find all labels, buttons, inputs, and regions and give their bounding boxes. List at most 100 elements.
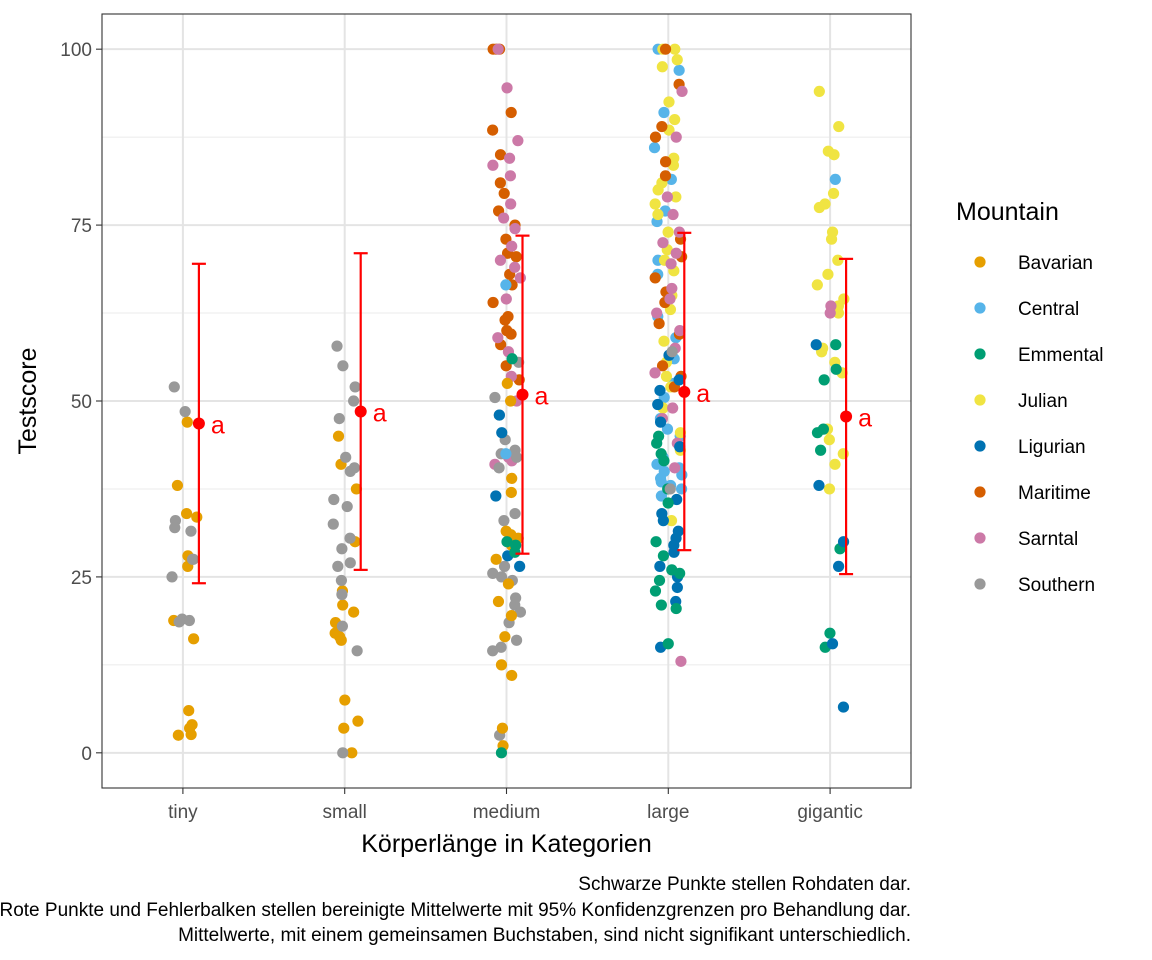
data-point-sarntal xyxy=(498,212,510,224)
data-point-julian xyxy=(813,201,825,214)
data-point-maritime xyxy=(659,170,672,182)
legend-key-maritime xyxy=(974,486,986,498)
legend-items: Bavarian Central Emmental Julian Ligurian Mar… xyxy=(974,253,1104,596)
data-point-ligurian xyxy=(673,374,685,386)
data-point-emmental xyxy=(506,353,518,365)
data-point-southern xyxy=(344,557,356,569)
significance-letter: a xyxy=(535,383,549,411)
y-axis: 0 25 50 75 100 xyxy=(60,40,102,765)
caption: Schwarze Punkte stellen Rohdaten dar. Ro… xyxy=(0,874,911,946)
data-point-bavarian xyxy=(188,633,200,645)
data-point-bavarian xyxy=(338,722,350,734)
legend-label-maritime: Maritime xyxy=(1018,483,1091,504)
data-point-emmental xyxy=(653,574,666,587)
data-point-ligurian xyxy=(652,398,664,411)
data-point-sarntal xyxy=(670,131,682,143)
legend-label-central: Central xyxy=(1018,299,1079,320)
data-point-julian xyxy=(823,483,836,495)
data-point-ligurian xyxy=(813,479,825,492)
data-point-southern xyxy=(340,451,352,463)
data-point-maritime xyxy=(498,187,510,200)
data-point-bavarian xyxy=(346,747,358,759)
data-point-southern xyxy=(337,747,349,759)
data-point-julian xyxy=(829,458,841,470)
data-point-southern xyxy=(487,567,499,579)
legend-key-emmental xyxy=(974,348,986,360)
data-point-southern xyxy=(169,522,181,534)
y-tick-label: 50 xyxy=(71,392,92,413)
data-point-bavarian xyxy=(332,430,345,442)
data-point-bavarian xyxy=(181,507,193,520)
caption-line-3: Mittelwerte, mit einem gemeinsamen Buchs… xyxy=(178,925,911,946)
data-point-emmental xyxy=(649,585,662,597)
data-point-southern xyxy=(328,493,340,506)
data-point-sarntal xyxy=(667,402,679,414)
y-tick-label: 25 xyxy=(71,568,92,589)
data-point-sarntal xyxy=(492,332,504,344)
data-point-sarntal xyxy=(824,307,836,319)
data-point-ligurian xyxy=(837,701,850,713)
data-point-julian xyxy=(656,61,668,73)
data-point-sarntal xyxy=(512,135,524,147)
significance-letter: a xyxy=(373,400,387,428)
data-point-bavarian xyxy=(499,631,511,643)
data-point-bavarian xyxy=(490,553,502,565)
data-point-ligurian xyxy=(514,560,526,572)
data-point-sarntal xyxy=(666,282,678,295)
data-point-bavarian xyxy=(505,486,517,499)
legend-label-emmental: Emmental xyxy=(1018,345,1104,366)
data-point-southern xyxy=(331,340,343,352)
data-point-bavarian xyxy=(352,715,364,727)
data-point-bavarian xyxy=(350,483,363,495)
data-point-julian xyxy=(670,191,682,203)
data-point-southern xyxy=(351,645,363,657)
data-point-sarntal xyxy=(664,293,676,305)
x-tick-label: large xyxy=(647,802,689,823)
data-point-southern xyxy=(495,571,508,583)
data-point-julian xyxy=(671,54,683,66)
legend-label-southern: Southern xyxy=(1018,575,1095,596)
data-point-bavarian xyxy=(506,669,518,682)
data-point-julian xyxy=(813,85,825,97)
legend-title: Mountain xyxy=(956,198,1059,226)
data-point-southern xyxy=(337,360,349,372)
data-point-southern xyxy=(166,571,178,583)
x-axis-title: Körperlänge in Kategorien xyxy=(361,830,651,858)
data-point-bavarian xyxy=(506,472,518,484)
data-point-sarntal xyxy=(675,655,687,667)
data-point-ligurian xyxy=(674,441,686,453)
data-point-bavarian xyxy=(501,377,513,390)
data-point-southern xyxy=(333,412,345,425)
data-point-bavarian xyxy=(502,578,515,590)
data-point-southern xyxy=(341,500,353,513)
x-tick-label: small xyxy=(323,802,367,823)
data-point-julian xyxy=(649,198,661,210)
data-point-maritime xyxy=(649,272,661,284)
data-point-ligurian xyxy=(826,638,839,650)
mean-point xyxy=(354,405,367,418)
caption-line-1: Schwarze Punkte stellen Rohdaten dar. xyxy=(578,874,911,895)
y-tick-label: 100 xyxy=(60,40,92,61)
data-point-ligurian xyxy=(671,493,683,506)
data-point-emmental xyxy=(811,427,824,439)
data-point-julian xyxy=(825,233,838,245)
data-point-bavarian xyxy=(339,694,351,706)
data-point-emmental xyxy=(830,363,842,375)
data-point-central xyxy=(829,173,841,185)
data-point-southern xyxy=(510,634,523,646)
data-point-julian xyxy=(837,448,849,460)
data-point-sarntal xyxy=(500,293,512,305)
data-point-emmental xyxy=(815,444,827,456)
data-point-southern xyxy=(666,346,678,358)
legend-key-ligurian xyxy=(974,440,986,452)
data-point-julian xyxy=(823,434,835,446)
data-point-emmental xyxy=(655,599,667,611)
data-point-central xyxy=(500,448,512,460)
data-point-sarntal xyxy=(492,43,504,55)
data-point-julian xyxy=(662,226,674,238)
data-point-emmental xyxy=(651,437,663,449)
mean-point xyxy=(678,385,691,398)
data-point-emmental xyxy=(650,536,662,548)
data-point-julian xyxy=(811,279,823,291)
mean-point xyxy=(840,410,853,423)
